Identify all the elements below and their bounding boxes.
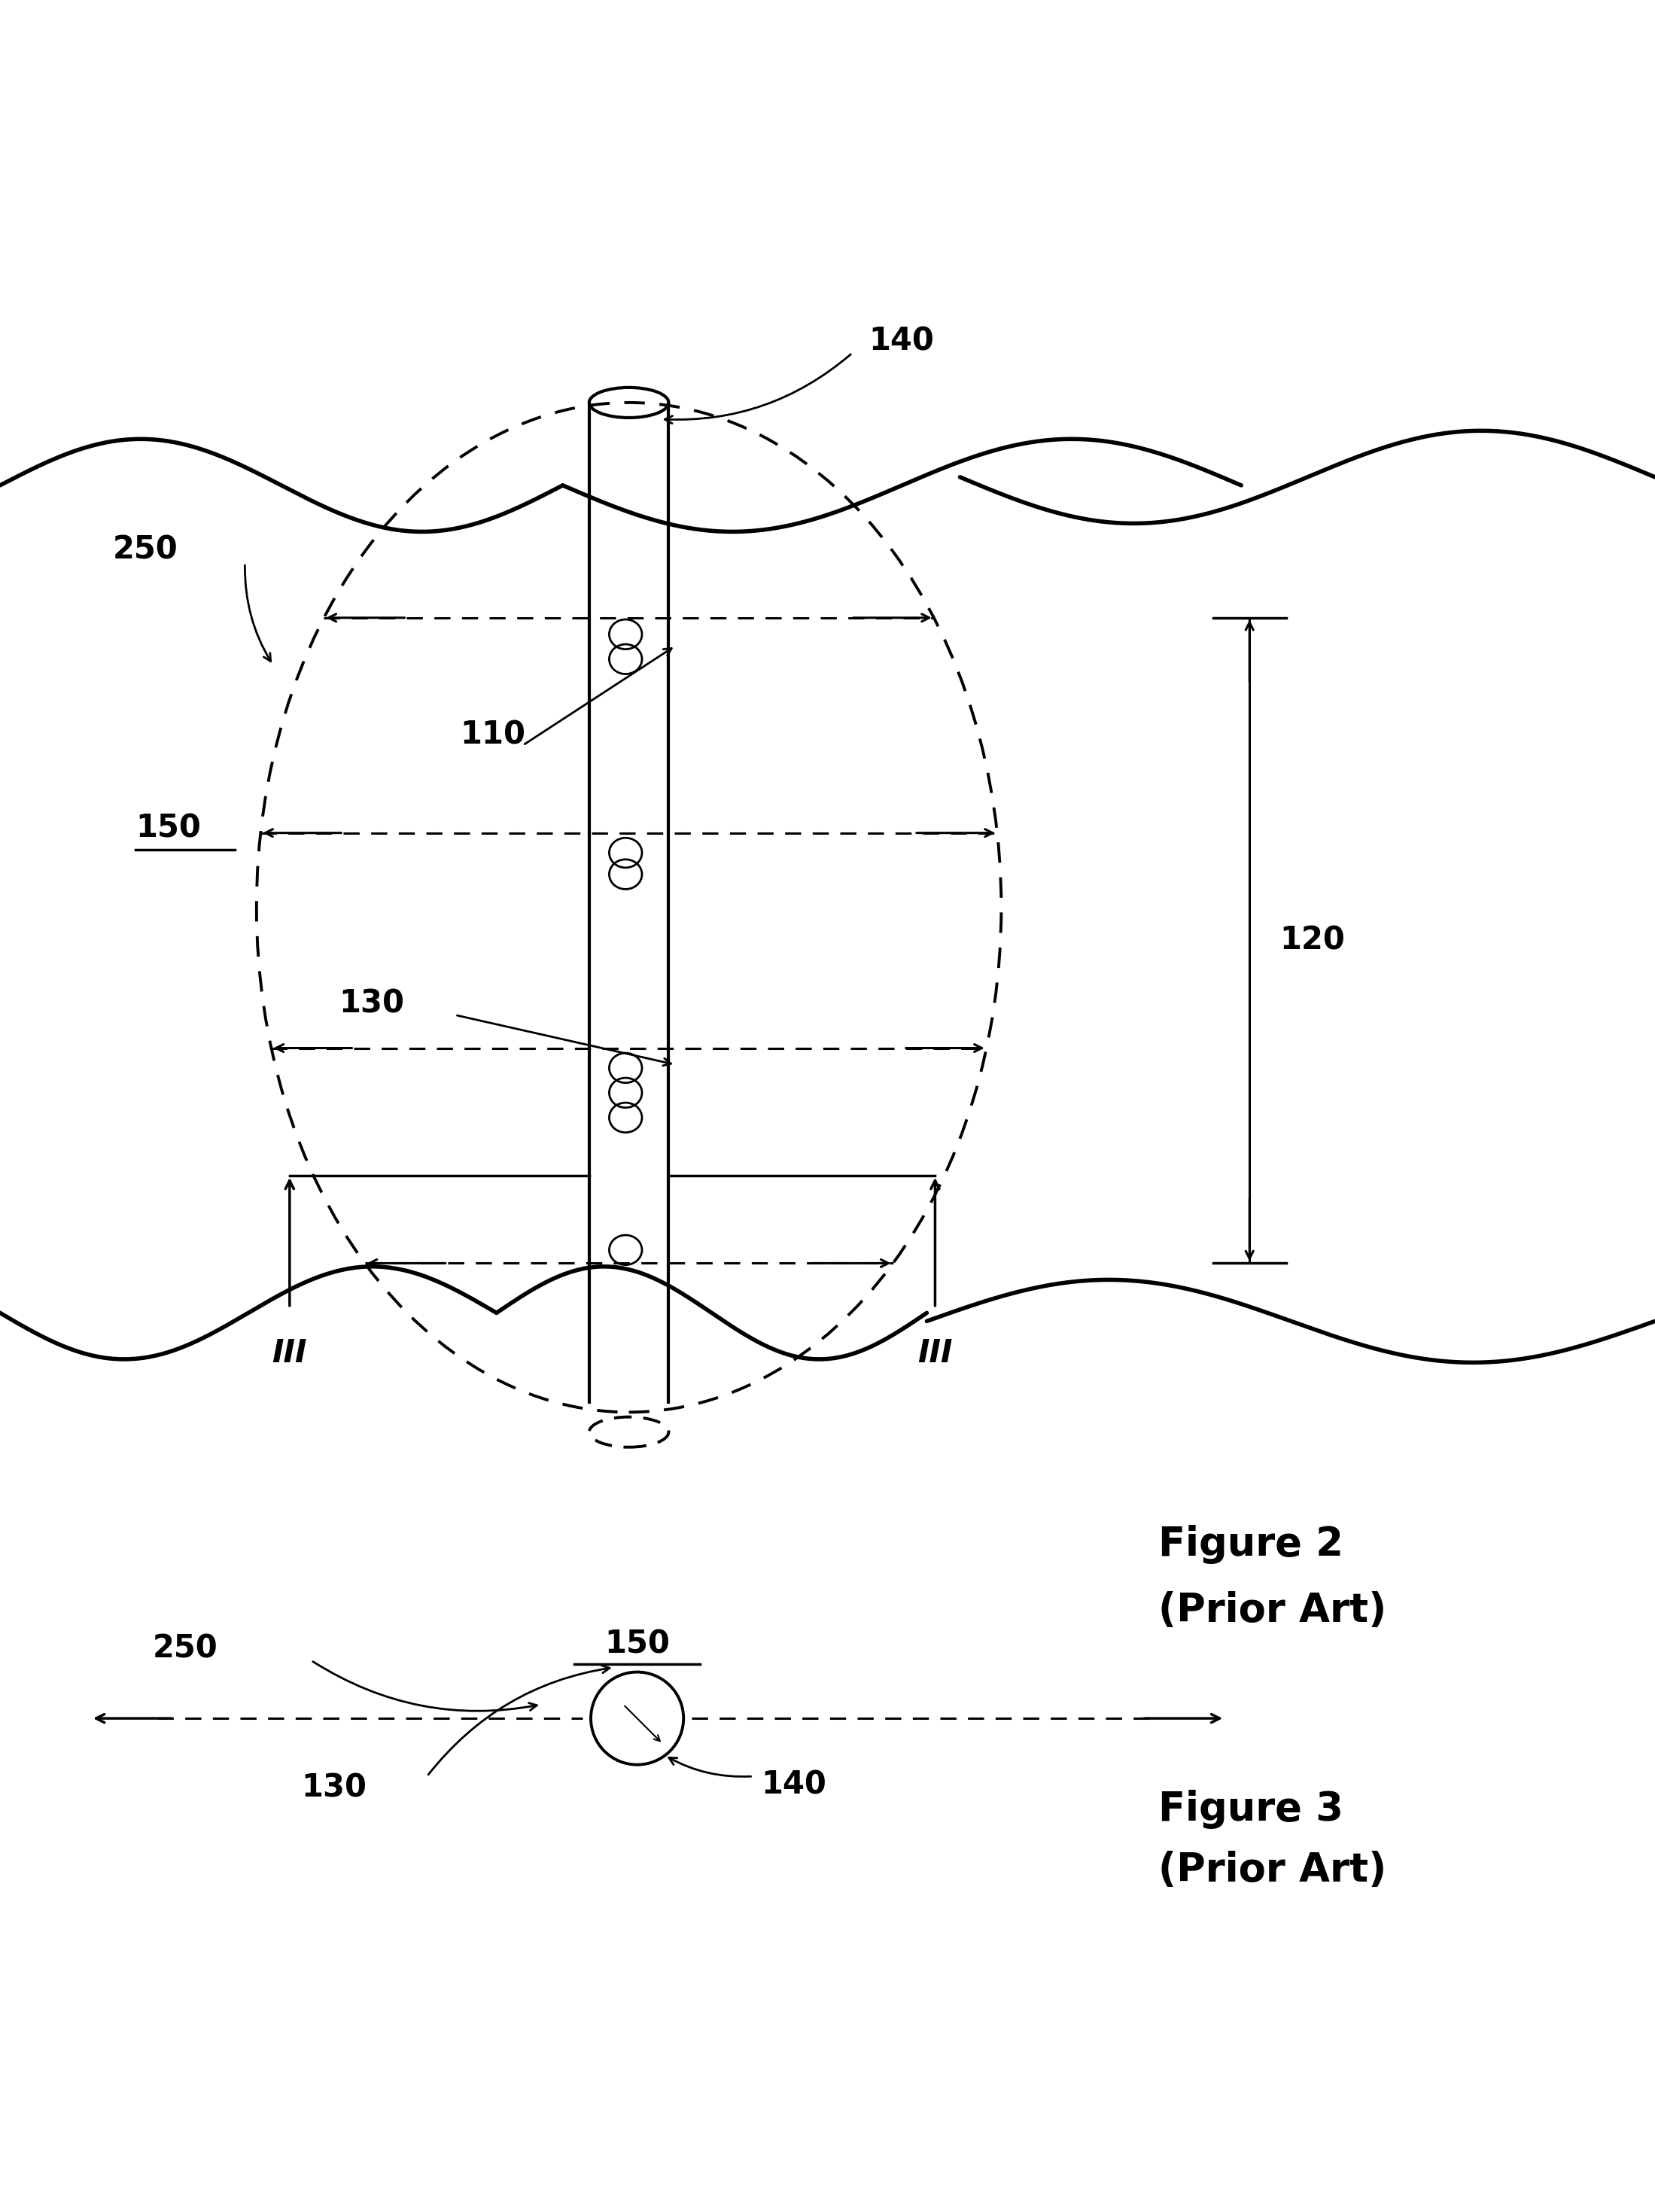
Text: III: III bbox=[271, 1338, 308, 1369]
Text: 250: 250 bbox=[152, 1632, 217, 1666]
Text: 130: 130 bbox=[339, 987, 405, 1020]
Text: 110: 110 bbox=[460, 719, 526, 752]
Text: (Prior Art): (Prior Art) bbox=[1158, 1590, 1387, 1630]
Text: 140: 140 bbox=[761, 1770, 828, 1801]
Text: 150: 150 bbox=[604, 1628, 670, 1659]
Text: 130: 130 bbox=[301, 1772, 367, 1803]
Text: (Prior Art): (Prior Art) bbox=[1158, 1851, 1387, 1891]
Text: 120: 120 bbox=[1279, 925, 1346, 956]
Text: 150: 150 bbox=[136, 812, 202, 843]
Text: 250: 250 bbox=[113, 533, 177, 566]
Text: Figure 3: Figure 3 bbox=[1158, 1790, 1344, 1829]
Text: III: III bbox=[917, 1338, 953, 1369]
Text: 140: 140 bbox=[869, 325, 935, 356]
Text: Figure 2: Figure 2 bbox=[1158, 1524, 1344, 1564]
